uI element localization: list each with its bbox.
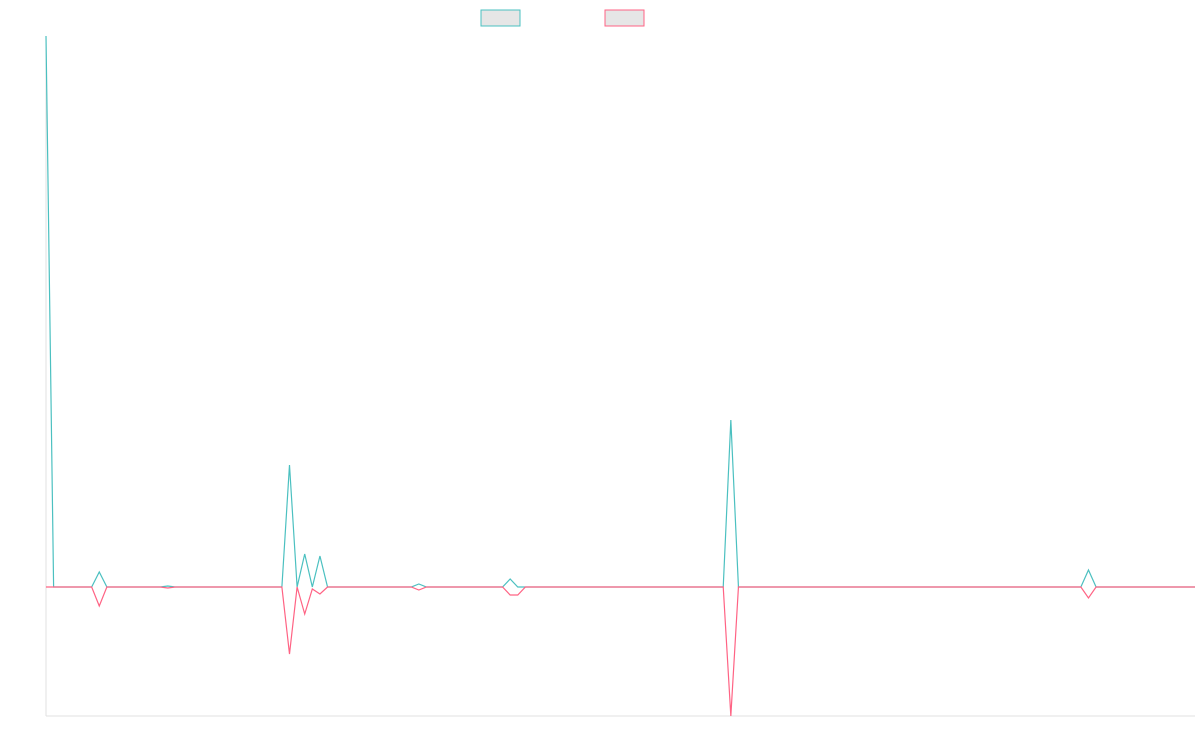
legend-swatch (480, 9, 521, 27)
legend-swatch (604, 9, 645, 27)
series-line (46, 586, 1195, 717)
series-line (45, 35, 1195, 588)
